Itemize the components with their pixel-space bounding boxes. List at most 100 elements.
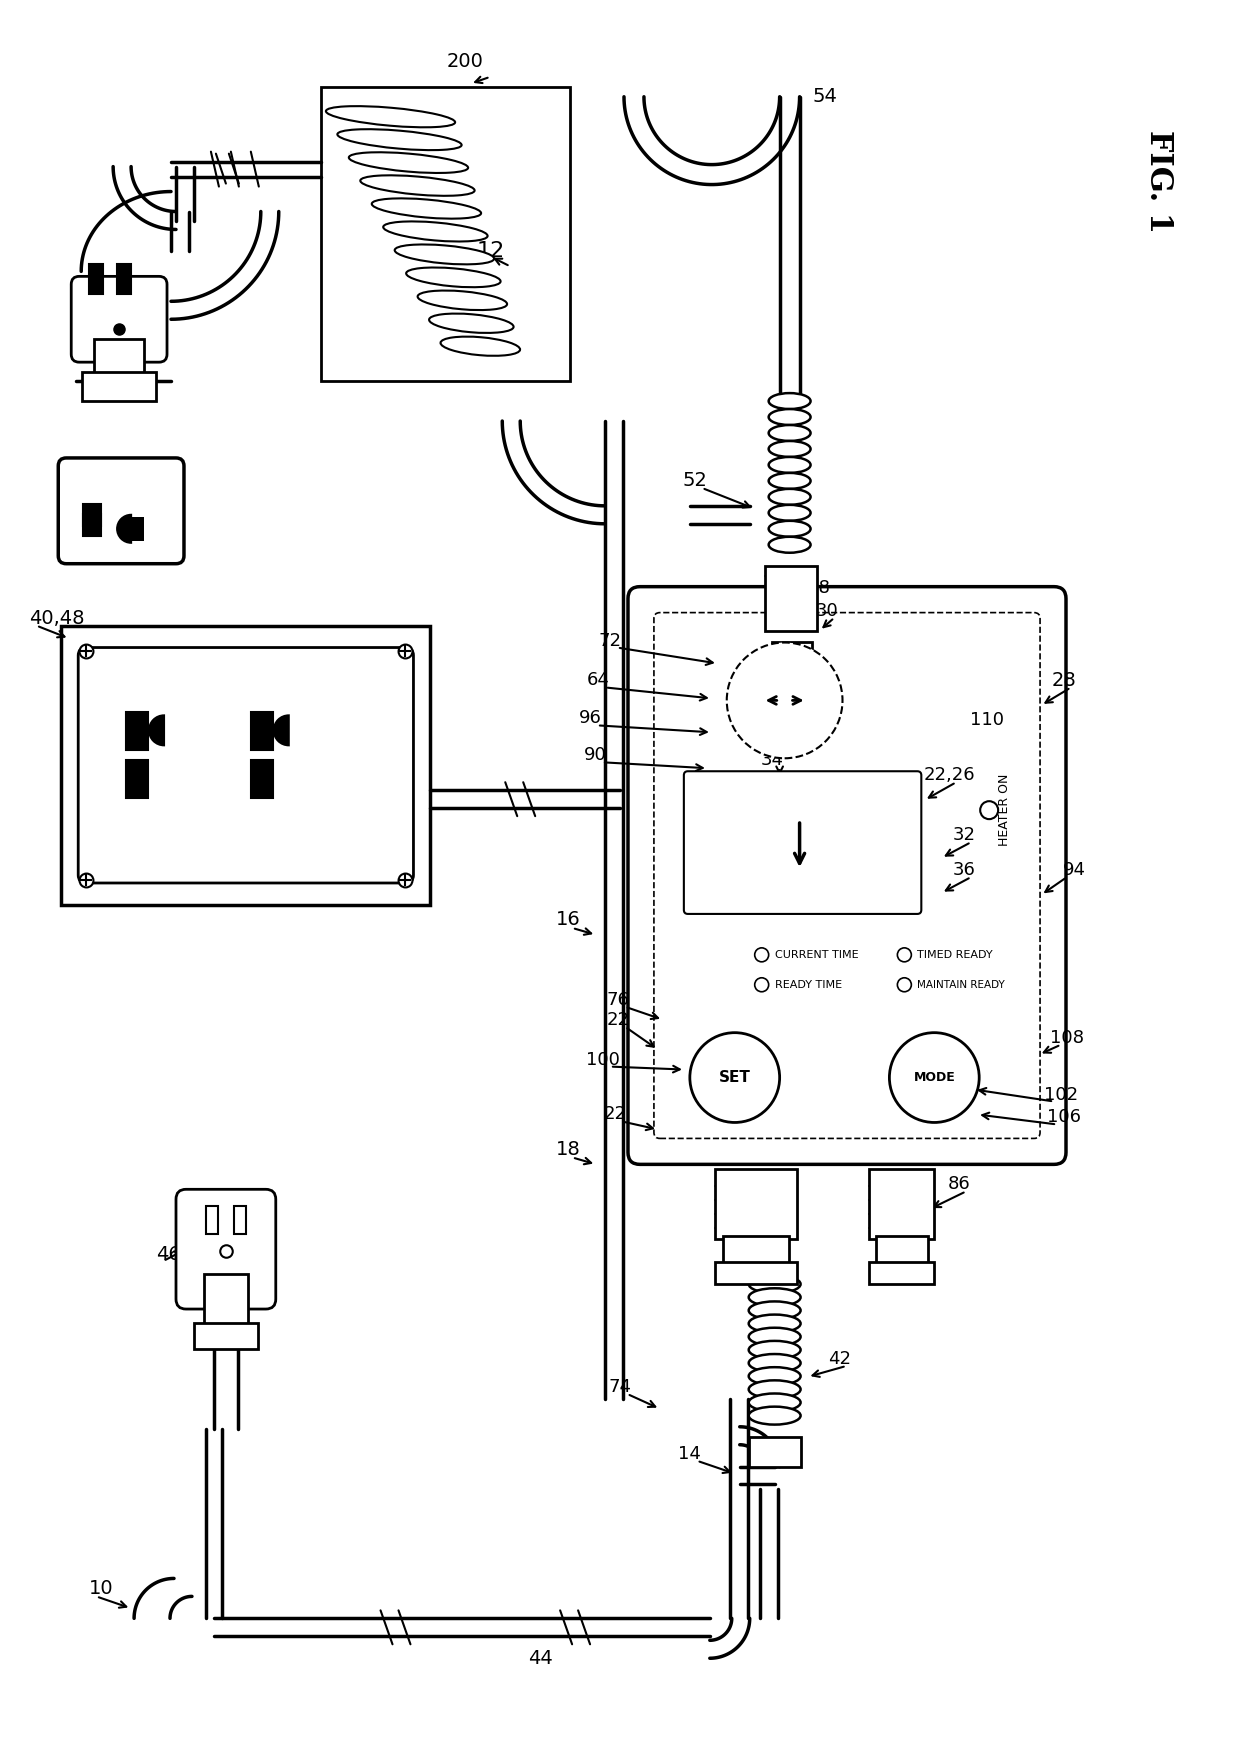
Ellipse shape (348, 152, 469, 173)
Circle shape (898, 947, 911, 961)
FancyBboxPatch shape (131, 517, 144, 542)
Ellipse shape (418, 291, 507, 310)
Ellipse shape (769, 425, 811, 441)
FancyBboxPatch shape (723, 1237, 789, 1265)
Wedge shape (149, 716, 164, 746)
Text: 100: 100 (587, 1051, 620, 1069)
Ellipse shape (372, 198, 481, 219)
Ellipse shape (337, 129, 461, 150)
Ellipse shape (769, 520, 811, 536)
Text: 44: 44 (528, 1649, 553, 1667)
Text: 18: 18 (556, 1140, 580, 1159)
FancyBboxPatch shape (94, 339, 144, 379)
Text: 200: 200 (446, 53, 484, 71)
Ellipse shape (749, 1302, 801, 1319)
FancyBboxPatch shape (61, 626, 430, 905)
FancyBboxPatch shape (58, 459, 184, 564)
FancyBboxPatch shape (714, 1263, 796, 1284)
Ellipse shape (429, 314, 513, 333)
Text: 22,26: 22,26 (924, 766, 975, 785)
FancyBboxPatch shape (771, 642, 811, 672)
Text: TIMED READY: TIMED READY (918, 949, 993, 960)
Ellipse shape (749, 1406, 801, 1425)
FancyBboxPatch shape (78, 647, 413, 884)
Text: 46: 46 (156, 1245, 181, 1263)
Text: 34: 34 (761, 751, 784, 769)
FancyBboxPatch shape (206, 1207, 218, 1235)
Ellipse shape (749, 1328, 801, 1346)
Ellipse shape (769, 489, 811, 505)
Ellipse shape (749, 1367, 801, 1385)
FancyBboxPatch shape (321, 86, 570, 381)
Ellipse shape (749, 1314, 801, 1332)
Ellipse shape (749, 1381, 801, 1399)
Text: 54: 54 (812, 86, 837, 106)
Text: CURRENT TIME: CURRENT TIME (775, 949, 858, 960)
Ellipse shape (769, 473, 811, 489)
Ellipse shape (749, 1275, 801, 1293)
Circle shape (727, 642, 842, 759)
FancyBboxPatch shape (126, 713, 148, 750)
FancyBboxPatch shape (176, 1189, 275, 1309)
Ellipse shape (361, 175, 475, 196)
Circle shape (898, 977, 911, 991)
Text: 76: 76 (606, 991, 630, 1009)
Ellipse shape (383, 222, 487, 242)
Text: SET: SET (719, 1071, 750, 1085)
Text: 86: 86 (947, 1175, 971, 1192)
Text: 22: 22 (604, 1106, 626, 1124)
Text: HEATER ON: HEATER ON (998, 774, 1011, 847)
Text: 64: 64 (587, 672, 610, 690)
FancyBboxPatch shape (627, 587, 1066, 1164)
Circle shape (755, 977, 769, 991)
Wedge shape (274, 716, 289, 746)
Ellipse shape (769, 441, 811, 457)
FancyBboxPatch shape (234, 1207, 246, 1235)
Text: 40,48: 40,48 (30, 609, 84, 628)
Ellipse shape (769, 393, 811, 409)
Ellipse shape (749, 1288, 801, 1305)
FancyBboxPatch shape (71, 277, 167, 362)
Ellipse shape (769, 536, 811, 552)
FancyBboxPatch shape (82, 372, 156, 400)
FancyBboxPatch shape (714, 1170, 796, 1238)
FancyBboxPatch shape (126, 760, 148, 797)
FancyBboxPatch shape (83, 513, 102, 536)
Text: 94: 94 (1063, 861, 1085, 878)
Text: 30: 30 (816, 602, 839, 619)
Text: 22: 22 (606, 1011, 630, 1028)
Ellipse shape (769, 409, 811, 425)
Text: 58: 58 (69, 318, 94, 335)
FancyBboxPatch shape (869, 1263, 934, 1284)
Text: 52: 52 (682, 471, 707, 490)
Text: MODE: MODE (914, 1071, 955, 1085)
Circle shape (689, 1032, 780, 1122)
Text: 42: 42 (828, 1349, 851, 1367)
FancyBboxPatch shape (117, 265, 131, 295)
Text: 16: 16 (556, 910, 580, 930)
Text: 74: 74 (609, 1378, 631, 1395)
FancyBboxPatch shape (250, 713, 273, 750)
Wedge shape (117, 515, 131, 543)
Ellipse shape (326, 106, 455, 127)
FancyBboxPatch shape (749, 1436, 801, 1466)
FancyBboxPatch shape (83, 505, 102, 526)
Circle shape (889, 1032, 980, 1122)
Ellipse shape (749, 1355, 801, 1372)
Circle shape (755, 947, 769, 961)
Text: 12: 12 (476, 242, 505, 261)
Text: 32: 32 (952, 826, 976, 845)
Text: 90: 90 (584, 746, 606, 764)
FancyBboxPatch shape (765, 566, 817, 630)
Text: 72: 72 (599, 632, 621, 649)
Text: 96: 96 (579, 709, 601, 727)
FancyBboxPatch shape (203, 1274, 248, 1328)
FancyBboxPatch shape (765, 670, 817, 695)
Text: 108: 108 (1050, 1028, 1084, 1046)
Text: MAINTAIN READY: MAINTAIN READY (918, 979, 1006, 990)
FancyBboxPatch shape (869, 1170, 934, 1238)
Text: 56: 56 (76, 547, 102, 564)
FancyBboxPatch shape (193, 1323, 258, 1349)
Text: 110: 110 (970, 711, 1004, 729)
Ellipse shape (749, 1341, 801, 1358)
